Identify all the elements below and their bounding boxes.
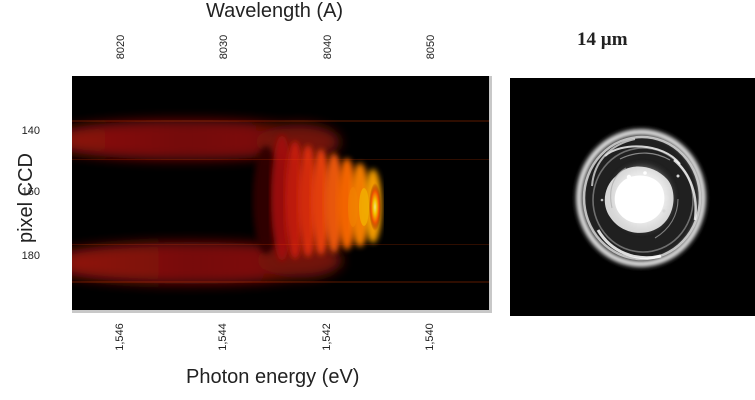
bottom-tick-label: 1,544	[217, 323, 229, 351]
spot-svg	[510, 78, 755, 316]
y-axis-title: pixel CCD	[15, 152, 37, 244]
top-tick-label: 8020	[115, 34, 127, 60]
bottom-tick-label: 1,540	[424, 323, 436, 351]
spectrum-image	[72, 76, 492, 313]
left-tick-label: 140	[21, 125, 40, 137]
bottom-tick-label: 1,542	[321, 323, 333, 351]
left-tick-label: 160	[21, 186, 40, 198]
top-tick-label: 8040	[322, 34, 334, 60]
top-tick-label: 8030	[218, 34, 230, 60]
top-tick-label: 8050	[425, 34, 437, 60]
spot-image	[510, 78, 755, 316]
spot-size-label: 14 µm	[577, 29, 628, 50]
x-axis-title: Photon energy (eV)	[186, 366, 360, 388]
left-tick-label: 180	[21, 250, 40, 262]
bottom-tick-label: 1,546	[114, 323, 126, 351]
top-axis-title: Wavelength (A)	[206, 0, 344, 22]
spectrum-svg	[72, 76, 489, 310]
